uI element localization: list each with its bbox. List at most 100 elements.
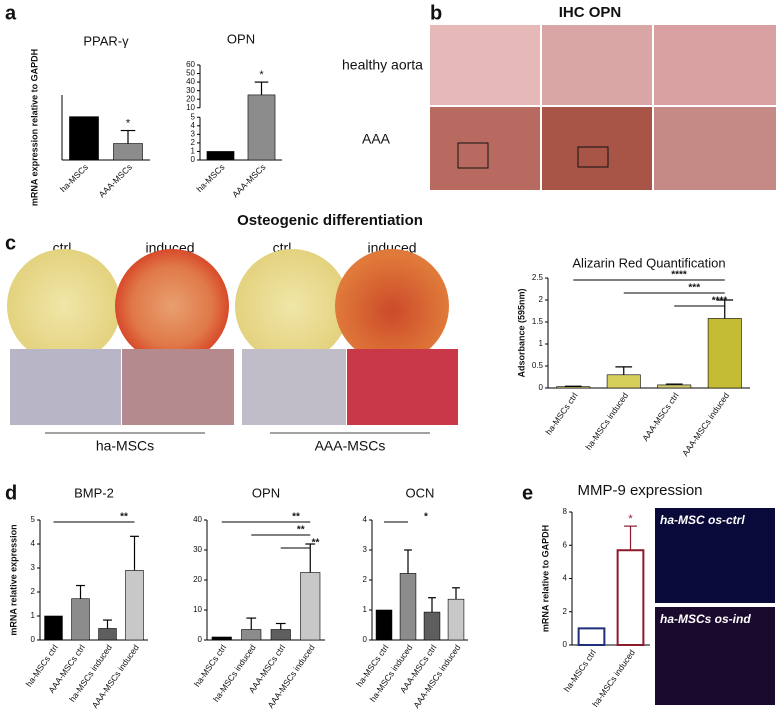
x-tick-label: ha-MSCs bbox=[58, 162, 90, 194]
y-tick-label: 4 bbox=[31, 539, 36, 548]
inset-box bbox=[577, 146, 609, 168]
x-tick-label: AAA-MSCs bbox=[97, 162, 134, 199]
micrograph bbox=[347, 349, 458, 425]
x-tick-label: ha-MSCs bbox=[194, 162, 226, 194]
fluorescence-image bbox=[655, 607, 775, 705]
section-title: MMP-9 expression bbox=[577, 482, 702, 499]
x-tick-label: ha-MSCs ctrl bbox=[562, 648, 598, 694]
x-tick-label: ha-MSCs induced bbox=[590, 647, 637, 708]
bar bbox=[447, 598, 465, 641]
well-image bbox=[335, 249, 449, 363]
bar bbox=[375, 609, 393, 641]
image-label: ha-MSC os-ctrl bbox=[660, 513, 745, 527]
fluorescence-image bbox=[655, 508, 775, 603]
bar bbox=[606, 374, 641, 389]
section-title: Osteogenic differentiation bbox=[237, 212, 423, 229]
y-axis-label: mRNA relative expression bbox=[8, 524, 18, 635]
y-tick-label: 30 bbox=[193, 545, 202, 554]
y-tick-label: 1 bbox=[539, 339, 544, 348]
chart-title: OPN bbox=[227, 31, 255, 46]
y-tick-label: 2.5 bbox=[532, 273, 544, 282]
bar bbox=[247, 94, 276, 161]
chart-title: OPN bbox=[252, 485, 280, 500]
panel-label: c bbox=[5, 232, 16, 254]
significance-label: ** bbox=[120, 512, 128, 523]
y-tick-label: 0 bbox=[191, 155, 196, 164]
micrograph bbox=[430, 25, 540, 105]
y-tick-label: 0.5 bbox=[532, 361, 544, 370]
y-tick-label: 0 bbox=[563, 640, 568, 649]
bar bbox=[44, 615, 63, 641]
x-tick-label: ha-MSCs induced bbox=[583, 390, 630, 451]
group-label: AAA-MSCs bbox=[315, 438, 386, 454]
y-tick-label: 1 bbox=[363, 605, 368, 614]
y-tick-label: 2 bbox=[191, 138, 196, 147]
y-tick-label: 8 bbox=[563, 507, 568, 516]
micrograph bbox=[654, 107, 776, 190]
well-image bbox=[235, 249, 349, 363]
group-label: ha-MSCs bbox=[96, 438, 154, 454]
bar bbox=[69, 116, 99, 161]
micrograph bbox=[542, 25, 652, 105]
y-tick-label: 1 bbox=[191, 147, 196, 156]
significance-label: ** bbox=[292, 512, 300, 523]
bar bbox=[125, 570, 144, 641]
y-tick-label: 40 bbox=[193, 515, 202, 524]
y-tick-label: 40 bbox=[186, 77, 195, 86]
x-tick-label: ha-MSCs ctrl bbox=[543, 391, 579, 437]
bar bbox=[707, 318, 742, 389]
bar bbox=[98, 628, 117, 641]
y-tick-label: 20 bbox=[193, 575, 202, 584]
y-tick-label: 4 bbox=[191, 121, 196, 130]
micrograph bbox=[242, 349, 346, 425]
significance-label: **** bbox=[671, 270, 687, 281]
y-tick-label: 3 bbox=[191, 129, 196, 138]
x-tick-label: ha-MSCs induced bbox=[368, 642, 415, 703]
bar bbox=[241, 629, 262, 641]
x-tick-label: AAA-MSCs induced bbox=[680, 390, 731, 457]
y-tick-label: 6 bbox=[563, 540, 568, 549]
y-tick-label: 0 bbox=[31, 635, 36, 644]
y-tick-label: 2 bbox=[563, 607, 568, 616]
bar bbox=[206, 151, 235, 161]
y-axis-label: mRNA expression relative to GAPDH bbox=[29, 49, 39, 206]
y-tick-label: 20 bbox=[186, 94, 195, 103]
bar bbox=[300, 572, 321, 641]
y-tick-label: 2 bbox=[363, 575, 368, 584]
row-label: healthy aorta bbox=[342, 57, 423, 73]
chart-title: PPAR-γ bbox=[83, 33, 129, 48]
x-tick-label: AAA-MSCs bbox=[230, 162, 267, 199]
panel-label: a bbox=[5, 2, 17, 24]
micrograph bbox=[542, 107, 652, 190]
bar bbox=[577, 627, 606, 646]
significance-label: ** bbox=[297, 525, 305, 536]
y-tick-label: 0 bbox=[363, 635, 368, 644]
y-tick-label: 60 bbox=[186, 60, 195, 69]
y-tick-label: 5 bbox=[31, 515, 36, 524]
micrograph bbox=[122, 349, 234, 425]
chart-title: Alizarin Red Quantification bbox=[572, 255, 725, 270]
y-tick-label: 5 bbox=[191, 112, 196, 121]
ihc-title: IHC OPN bbox=[559, 4, 622, 21]
panel-label: b bbox=[430, 2, 442, 24]
y-tick-label: 3 bbox=[363, 545, 368, 554]
chart-title: OCN bbox=[406, 485, 435, 500]
y-tick-label: 0 bbox=[198, 635, 203, 644]
y-tick-label: 4 bbox=[363, 515, 368, 524]
image-label: ha-MSCs os-ind bbox=[660, 612, 751, 626]
y-tick-label: 1.5 bbox=[532, 317, 544, 326]
well-image bbox=[115, 249, 229, 363]
bar bbox=[657, 384, 692, 389]
significance-label: * bbox=[126, 117, 131, 129]
panel-label: e bbox=[522, 482, 533, 504]
inset-box bbox=[457, 142, 489, 169]
significance-label: * bbox=[424, 512, 428, 523]
y-tick-label: 10 bbox=[193, 605, 202, 614]
significance-label: *** bbox=[688, 283, 700, 294]
bar bbox=[616, 549, 645, 646]
micrograph bbox=[10, 349, 121, 425]
y-tick-label: 3 bbox=[31, 563, 36, 572]
y-tick-label: 4 bbox=[563, 574, 568, 583]
x-tick-label: AAA-MSCs induced bbox=[90, 642, 141, 709]
